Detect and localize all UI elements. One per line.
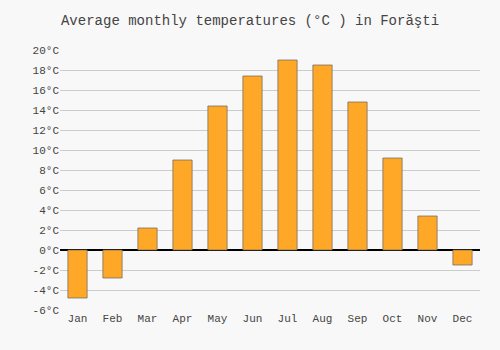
svg-text:16°C: 16°C (33, 85, 60, 97)
svg-text:-2°C: -2°C (33, 265, 60, 277)
svg-text:Jul: Jul (278, 313, 298, 325)
svg-text:6°C: 6°C (39, 185, 59, 197)
svg-text:-4°C: -4°C (33, 285, 60, 297)
svg-text:Oct: Oct (383, 313, 403, 325)
svg-text:May: May (208, 313, 228, 325)
svg-text:Dec: Dec (453, 313, 473, 325)
svg-text:Aug: Aug (313, 313, 333, 325)
svg-text:2°C: 2°C (39, 225, 59, 237)
svg-text:-6°C: -6°C (33, 305, 60, 317)
svg-text:8°C: 8°C (39, 165, 59, 177)
svg-text:0°C: 0°C (39, 245, 59, 257)
svg-text:18°C: 18°C (33, 65, 60, 77)
svg-text:Jan: Jan (68, 313, 88, 325)
svg-text:Sep: Sep (348, 313, 368, 325)
svg-text:Average monthly temperatures (: Average monthly temperatures (°C ) in Fo… (61, 13, 439, 29)
svg-text:4°C: 4°C (39, 205, 59, 217)
svg-text:14°C: 14°C (33, 105, 60, 117)
svg-text:Nov: Nov (418, 313, 438, 325)
svg-text:Apr: Apr (173, 313, 193, 325)
svg-text:10°C: 10°C (33, 145, 60, 157)
svg-text:Feb: Feb (103, 313, 123, 325)
svg-text:12°C: 12°C (33, 125, 60, 137)
svg-text:Mar: Mar (138, 313, 158, 325)
svg-text:20°C: 20°C (33, 45, 60, 57)
svg-text:Jun: Jun (243, 313, 263, 325)
